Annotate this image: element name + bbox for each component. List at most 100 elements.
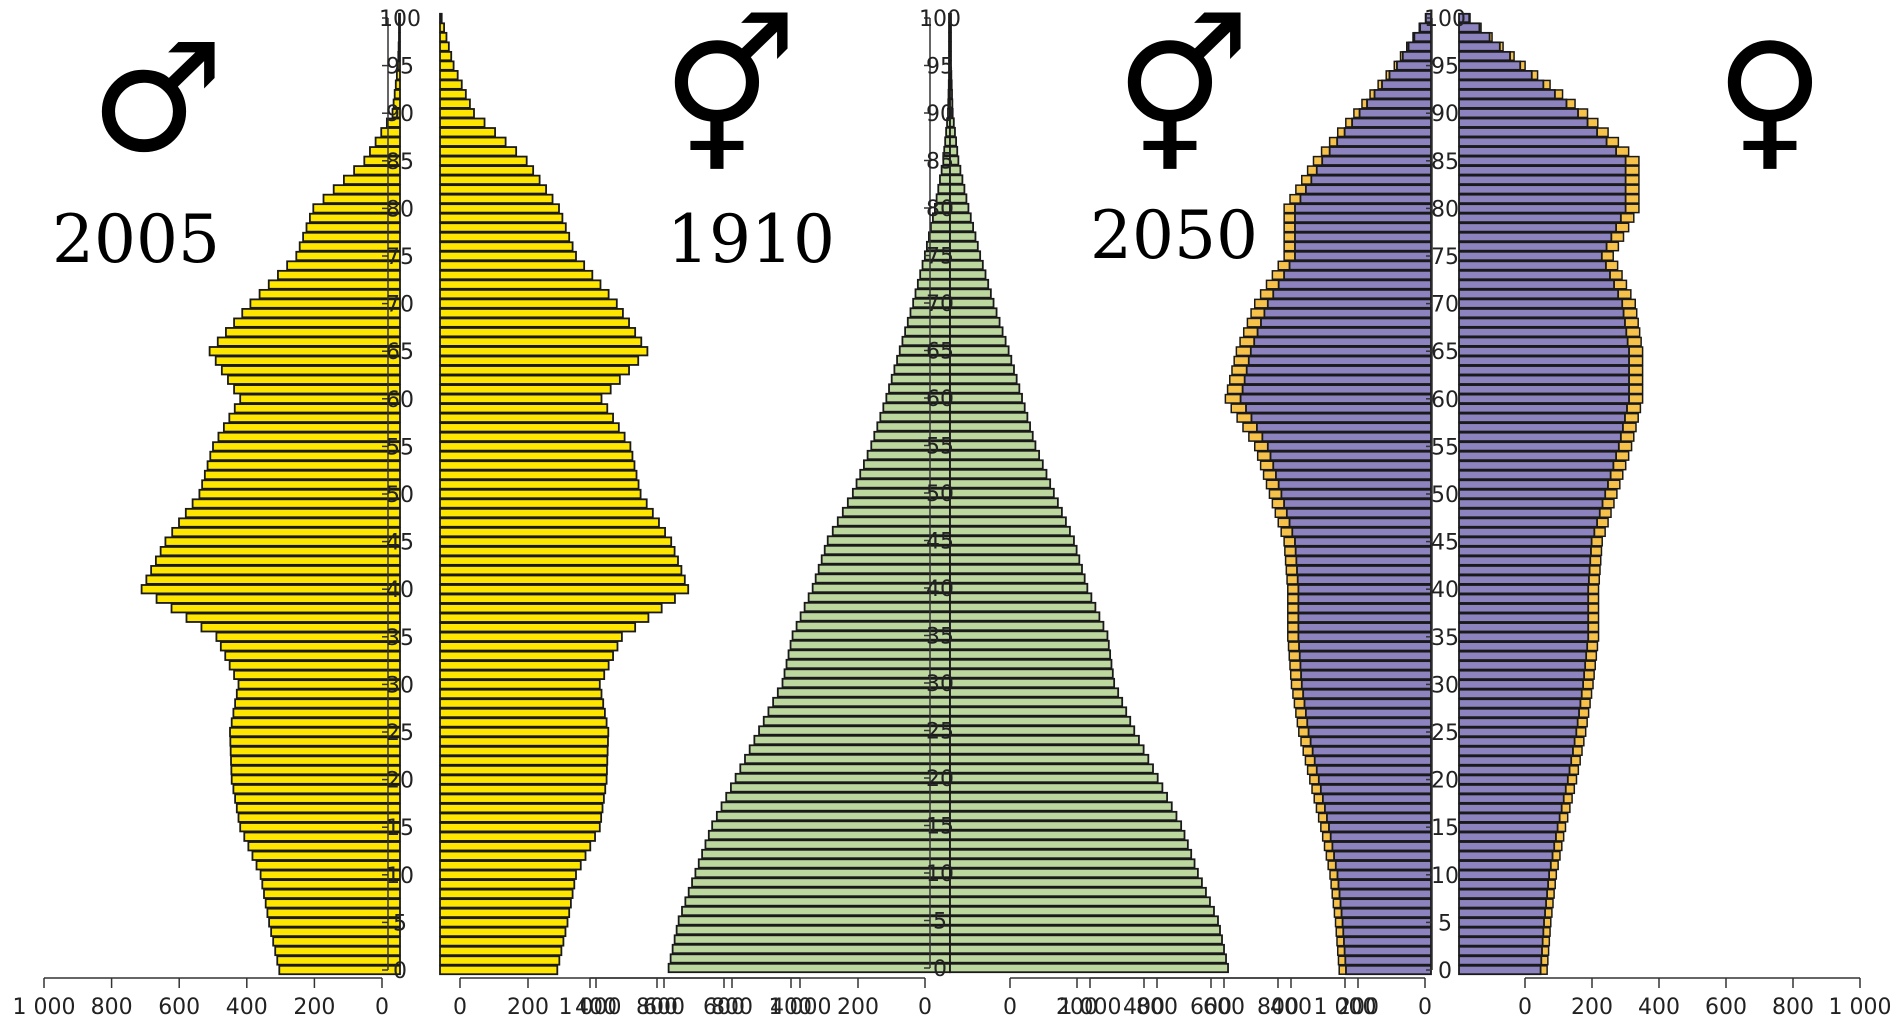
bar-2050-female-excess-age-26 [1576,717,1588,728]
bar-2005-female-age-62 [439,374,621,385]
year-2050-label: 2050 [1090,197,1258,274]
bar-2050-female-age-48 [1458,507,1601,519]
bar-2050-male-age-25 [1307,726,1432,738]
bar-1910-female-age-32 [949,658,1113,670]
bar-2050-female-excess-age-53 [1612,460,1627,471]
age-tick-label-2050-5: 5 [1438,911,1452,936]
bar-1910-male-age-9 [691,877,951,888]
bar-2050-female-excess-age-28 [1579,698,1591,709]
bar-2050-male-age-8 [1338,888,1432,899]
bar-2005-female-age-11 [439,860,582,871]
age-tick-label-2005-15: 15 [386,816,414,841]
bar-2050-male-excess-age-54 [1256,450,1272,461]
bar-2005-male-age-62 [227,374,401,385]
bar-1910-female-age-40 [949,582,1089,594]
bar-2050-male-age-43 [1295,555,1432,566]
age-tick-label-2005-100: 100 [379,7,421,32]
bar-2050-female-age-12 [1458,850,1554,861]
bar-2050-male-age-82 [1304,184,1432,195]
bar-1910-male-age-3 [673,934,951,945]
age-tick-label-2050-70: 70 [1431,293,1459,318]
age-tick-label-1910-0: 0 [933,957,947,982]
bar-1910-female-age-83 [949,174,964,185]
bar-1910-female-age-92 [949,88,953,100]
bar-2050-female-excess-age-9 [1547,879,1556,890]
bar-2050-female-excess-age-32 [1584,660,1596,671]
bar-1910-female-age-9 [949,877,1203,888]
year-2005-label: 2005 [52,201,220,278]
bar-2050-male-age-33 [1298,650,1432,661]
bar-2050-female-age-11 [1458,860,1552,871]
bar-2050-male-excess-age-20 [1309,774,1320,785]
bar-2005-female-age-50 [439,488,642,500]
bar-2050-male-excess-age-0 [1338,965,1347,975]
bar-2005-male-age-2 [274,945,401,957]
bar-2005-female-age-26 [439,717,608,728]
bar-2050-male-excess-age-26 [1296,717,1308,728]
bar-2050-male-age-71 [1272,288,1432,300]
bar-1910-female-age-60 [949,392,1023,404]
bar-2050-male-excess-age-12 [1325,850,1335,861]
age-tick-label-2005-75: 75 [386,245,414,270]
bar-1910-female-age-76 [949,240,979,252]
age-tick-label-1910-60: 60 [926,387,954,412]
bar-2050-male-age-7 [1339,898,1432,909]
bar-2050-female-age-4 [1458,926,1545,938]
bar-2050-male-excess-age-10 [1329,869,1339,880]
bar-2050-female-excess-age-69 [1622,308,1638,319]
bar-1910-male-age-8 [687,886,951,898]
bar-2050-male-excess-age-76 [1283,241,1296,252]
bar-2050-male-excess-age-30 [1290,679,1303,690]
bar-1910-male-age-15 [711,820,951,831]
x-axis-female-1910-tick-label-3: 600 [1190,995,1232,1020]
bar-1910-female-age-34 [949,639,1110,651]
bar-2050-female-excess-age-79 [1620,212,1635,223]
bar-2050-male-age-11 [1334,860,1432,871]
bar-2050-female-excess-age-66 [1626,336,1642,347]
bar-2005-male-age-44 [159,546,401,557]
bar-2050-female-excess-age-39 [1587,593,1600,604]
bar-2005-male-age-75 [295,250,401,262]
bar-1910-female-age-68 [949,316,1001,328]
bar-2005-male-age-6 [266,907,401,918]
bar-2050-male-age-93 [1381,79,1432,90]
bar-2005-female-age-37 [439,612,650,623]
age-tick-label-2005-55: 55 [386,435,414,460]
bar-1910-female-age-78 [949,221,975,233]
bar-2005-female-age-30 [439,679,601,690]
bar-2005-male-age-79 [308,212,401,224]
bar-2050-female-excess-age-13 [1553,841,1563,852]
bar-2050-female-age-81 [1458,193,1627,204]
bar-2005-female-age-54 [439,450,634,462]
bar-2050-female-age-9 [1458,879,1549,890]
bar-2005-male-age-92 [393,89,401,100]
bar-2050-male-excess-age-41 [1286,574,1299,585]
x-axis-female-2050-tick-label-1: 200 [1571,995,1613,1020]
bar-2050-male-age-73 [1283,269,1432,281]
bar-2050-male-age-77 [1294,231,1432,243]
bar-2005-female-age-98 [439,31,448,43]
bar-2050-male-excess-age-36 [1287,622,1300,633]
bar-2050-female-age-41 [1458,574,1590,585]
bar-1910-female-age-27 [949,706,1128,717]
bar-2005-male-age-1 [276,955,401,966]
bar-1910-male-age-18 [725,791,951,803]
bar-1910-female-age-22 [949,753,1150,765]
bar-2005-female-age-74 [439,260,586,271]
bar-1910-female-age-19 [949,782,1164,793]
bar-2005-female-age-12 [439,850,587,861]
bar-2050-male-excess-age-75 [1283,251,1296,261]
age-tick-label-2050-25: 25 [1431,721,1459,746]
bar-2050-male-age-97 [1407,41,1432,52]
bar-2005-female-age-63 [439,365,630,376]
bar-2050-female-excess-age-62 [1628,374,1644,385]
bar-2050-male-excess-age-49 [1271,498,1285,509]
age-tick-label-2005-45: 45 [386,531,414,556]
bar-2050-male-age-44 [1294,546,1432,557]
bar-2050-female-age-43 [1458,555,1592,566]
bar-2050-male-age-81 [1299,193,1432,204]
age-tick-label-2050-50: 50 [1431,483,1459,508]
bar-1910-female-age-85 [949,155,960,166]
bar-2050-male-age-29 [1302,688,1432,700]
bar-2050-male-excess-age-77 [1283,231,1296,242]
